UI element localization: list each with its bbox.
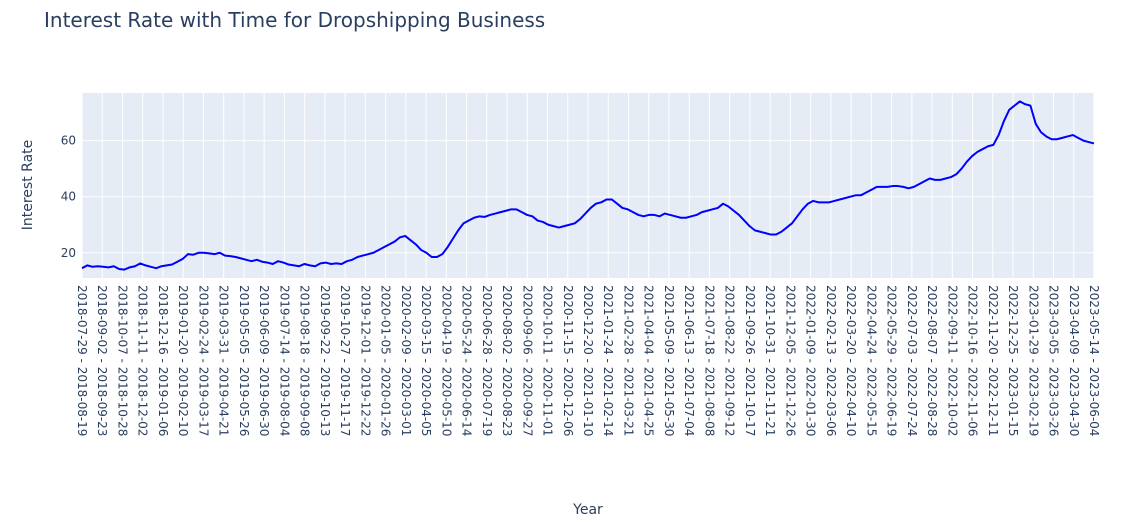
x-tick-label: 2021-08-22 - 2021-09-12 <box>723 285 737 436</box>
x-tick-label: 2022-08-07 - 2022-08-28 <box>925 285 939 436</box>
x-tick-label: 2020-05-24 - 2020-06-14 <box>460 285 474 436</box>
x-tick-label: 2020-06-28 - 2020-07-19 <box>480 285 494 436</box>
x-tick-label: 2022-04-24 - 2022-05-15 <box>864 285 878 436</box>
x-tick-label: 2021-06-13 - 2021-07-04 <box>682 285 696 436</box>
y-tick-label: 20 <box>61 246 76 260</box>
x-tick-label: 2020-09-06 - 2020-09-27 <box>520 285 534 436</box>
x-tick-label: 2019-07-14 - 2019-08-04 <box>277 285 291 436</box>
x-tick-label: 2020-08-02 - 2020-08-23 <box>500 285 514 436</box>
y-axis-title: Interest Rate <box>20 140 36 231</box>
x-tick-label: 2019-12-01 - 2019-12-22 <box>358 285 372 436</box>
x-tick-label: 2023-01-29 - 2023-02-19 <box>1026 285 1040 436</box>
x-tick-label: 2022-03-20 - 2022-04-10 <box>844 285 858 436</box>
x-tick-label: 2021-10-31 - 2021-11-21 <box>763 285 777 436</box>
x-tick-label: 2020-04-19 - 2020-05-10 <box>439 285 453 436</box>
x-tick-label: 2020-12-20 - 2021-01-10 <box>581 285 595 436</box>
gridlines <box>81 93 1095 278</box>
x-tick-label: 2022-09-11 - 2022-10-02 <box>945 285 959 436</box>
x-tick-label: 2022-10-16 - 2022-11-06 <box>966 285 980 436</box>
x-tick-label: 2020-11-15 - 2020-12-06 <box>561 285 575 436</box>
x-tick-label: 2021-01-24 - 2021-02-14 <box>601 285 615 436</box>
x-ticks: 2018-07-29 - 2018-08-19 2018-09-02 - 2018… <box>75 285 1101 436</box>
x-tick-label: 2022-01-09 - 2022-01-30 <box>804 285 818 436</box>
x-axis-title: Year <box>572 502 603 518</box>
x-tick-label: 2022-02-13 - 2022-03-06 <box>824 285 838 436</box>
x-tick-label: 2021-05-09 - 2021-05-30 <box>662 285 676 436</box>
y-tick-label: 60 <box>61 134 76 148</box>
series-layer <box>81 100 1095 271</box>
x-tick-label: 2018-12-16 - 2019-01-06 <box>156 285 170 436</box>
x-tick-label: 2021-12-05 - 2021-12-26 <box>783 285 797 436</box>
x-tick-label: 2019-06-09 - 2019-06-30 <box>257 285 271 436</box>
x-tick-label: 2022-12-25 - 2023-01-15 <box>1006 285 1020 436</box>
x-tick-label: 2019-10-27 - 2019-11-17 <box>338 285 352 436</box>
x-tick-label: 2019-09-22 - 2019-10-13 <box>318 285 332 436</box>
x-tick-label: 2020-03-15 - 2020-04-05 <box>419 285 433 436</box>
x-tick-label: 2020-10-11 - 2020-11-01 <box>541 285 555 436</box>
x-tick-label: 2018-11-11 - 2018-12-02 <box>136 285 150 436</box>
y-tick-label: 40 <box>61 190 76 204</box>
x-tick-label: 2018-10-07 - 2018-10-28 <box>115 285 129 436</box>
x-tick-label: 2022-05-29 - 2022-06-19 <box>885 285 899 436</box>
x-tick-label: 2023-03-05 - 2023-03-26 <box>1047 285 1061 436</box>
x-tick-label: 2021-04-04 - 2021-04-25 <box>642 285 656 436</box>
x-tick-label: 2020-01-05 - 2020-01-26 <box>379 285 393 436</box>
x-tick-label: 2019-01-20 - 2019-02-10 <box>176 285 190 436</box>
x-tick-label: 2021-02-28 - 2021-03-21 <box>621 285 635 436</box>
x-tick-label: 2019-03-31 - 2019-04-21 <box>217 285 231 436</box>
x-tick-label: 2023-04-09 - 2023-04-30 <box>1067 285 1081 436</box>
x-tick-label: 2020-02-09 - 2020-03-01 <box>399 285 413 436</box>
x-tick-label: 2023-05-14 - 2023-06-04 <box>1087 285 1101 436</box>
x-tick-label: 2018-07-29 - 2018-08-19 <box>75 285 89 436</box>
x-tick-label: 2021-09-26 - 2021-10-17 <box>743 285 757 436</box>
x-tick-label: 2021-07-18 - 2021-08-08 <box>702 285 716 436</box>
chart-title: Interest Rate with Time for Dropshipping… <box>44 8 546 32</box>
series-line <box>81 100 1095 271</box>
x-tick-label: 2019-02-24 - 2019-03-17 <box>196 285 210 436</box>
x-tick-label: 2022-11-20 - 2022-12-11 <box>986 285 1000 436</box>
x-tick-label: 2022-07-03 - 2022-07-24 <box>905 285 919 436</box>
x-tick-label: 2019-08-18 - 2019-09-08 <box>298 285 312 436</box>
y-ticks: 20 40 60 <box>61 134 76 260</box>
x-tick-label: 2018-09-02 - 2018-09-23 <box>95 285 109 436</box>
x-tick-label: 2019-05-05 - 2019-05-26 <box>237 285 251 436</box>
